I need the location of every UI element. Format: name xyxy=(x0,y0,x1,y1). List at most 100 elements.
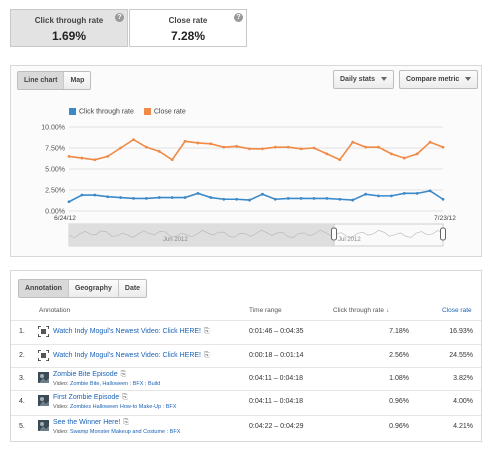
legend-item-close-rate[interactable]: Close rate xyxy=(143,108,186,115)
link-icon: ⎘ xyxy=(120,371,127,378)
series-point xyxy=(132,138,135,141)
series-point xyxy=(325,197,329,200)
video-link[interactable]: Zombie Bite, Halloween : BFX : Build xyxy=(70,381,161,387)
series-point xyxy=(428,140,432,144)
time-range: 0:04:11 – 0:04:18 xyxy=(249,375,303,382)
metric-value: 7.28% xyxy=(170,29,206,43)
annotation-title: Watch Indy Mogul's Newest Video: Click H… xyxy=(53,352,202,359)
series-point xyxy=(351,140,355,144)
video-thumbnail-icon xyxy=(38,372,49,383)
video-source: Video: Zombie Bite, Halloween : BFX : Bu… xyxy=(53,381,160,387)
annotation-link[interactable]: Watch Indy Mogul's Newest Video: Click H… xyxy=(53,328,210,336)
series-point xyxy=(377,145,380,149)
annotation-link[interactable]: See the Winner Here! ⎘ xyxy=(53,419,129,427)
series-point xyxy=(390,152,393,156)
y-tick-label: 2.50% xyxy=(45,188,65,195)
video-thumbnail-icon xyxy=(38,420,49,431)
annotation-link[interactable]: First Zombie Episode ⎘ xyxy=(53,394,128,402)
series-point xyxy=(402,191,406,195)
series-point xyxy=(364,192,368,196)
close-rate-value: 3.82% xyxy=(453,375,473,382)
column-header-close-rate[interactable]: Close rate xyxy=(442,307,472,314)
line-chart[interactable]: 10.00% 7.50% 5.00% 2.50% 0.00%6/24/12 7/23/12… xyxy=(11,66,481,256)
series-point xyxy=(144,197,148,200)
annotation-title: Zombie Bite Episode xyxy=(53,371,118,378)
ctr-value: 0.96% xyxy=(389,398,409,405)
metric-value: 1.69% xyxy=(51,29,87,43)
table-row[interactable]: 1. Watch Indy Mogul's Newest Video: Click… xyxy=(11,320,481,342)
close-rate-value: 4.21% xyxy=(453,423,473,430)
series-point xyxy=(273,145,277,149)
help-icon[interactable]: ? xyxy=(234,13,243,22)
legend-swatch xyxy=(69,108,76,115)
series-point xyxy=(144,145,148,149)
series-point xyxy=(93,158,97,162)
series-point xyxy=(80,156,84,160)
metric-card-click-through-rate[interactable]: Click through rate 1.69% ? xyxy=(10,9,128,47)
video-prefix: Video: xyxy=(53,429,71,435)
series-point xyxy=(377,194,380,198)
legend-item-ctr[interactable]: Click through rate xyxy=(69,108,134,115)
series-point xyxy=(312,197,316,200)
legend-label: Click through rate xyxy=(79,108,134,116)
series-point xyxy=(338,197,342,201)
x-end-label: 7/23/12 xyxy=(434,215,456,222)
series-point xyxy=(183,139,187,143)
tab-annotation[interactable]: Annotation xyxy=(19,280,69,297)
line-chart-button[interactable]: Line chart xyxy=(18,72,65,89)
map-button[interactable]: Map xyxy=(70,77,85,84)
metric-label: Close rate xyxy=(168,16,208,25)
series-point xyxy=(183,196,187,199)
column-header-annotation[interactable]: Annotation xyxy=(39,307,71,314)
close-rate-value: 24.55% xyxy=(449,352,473,359)
video-link[interactable]: Zombies Halloween How-to Make-Up : BFX xyxy=(70,404,177,410)
metric-card-close-rate[interactable]: Close rate 7.28% ? xyxy=(129,9,247,47)
annotation-title: Watch Indy Mogul's Newest Video: Click H… xyxy=(53,328,202,335)
help-icon[interactable]: ? xyxy=(115,13,124,22)
tab-geography[interactable]: Geography xyxy=(69,280,119,297)
series-point xyxy=(119,146,122,150)
video-prefix: Video: xyxy=(53,404,71,410)
ctr-value: 1.08% xyxy=(389,375,409,382)
series-point xyxy=(209,196,213,199)
column-header-time-range[interactable]: Time range xyxy=(249,307,282,314)
series-point xyxy=(415,152,419,156)
time-range: 0:01:46 – 0:04:35 xyxy=(249,328,304,335)
video-link[interactable]: Swamp Monster Makeup and Costume : BFX xyxy=(70,429,181,435)
chart-type-toggle: Line chart Map xyxy=(17,71,92,90)
series-point xyxy=(299,147,303,151)
daily-stats-dropdown[interactable]: Daily stats xyxy=(333,70,395,89)
row-index: 1. xyxy=(19,328,25,335)
series-point xyxy=(261,192,264,196)
series-point xyxy=(170,196,174,199)
table-row[interactable]: 5. See the Winner Here! ⎘ Video: Swamp Mons… xyxy=(11,415,481,437)
row-index: 4. xyxy=(19,398,25,405)
annotation-link[interactable]: Watch Indy Mogul's Newest Video: Click H… xyxy=(53,352,210,360)
series-point xyxy=(235,144,239,148)
table-row[interactable]: 2. Watch Indy Mogul's Newest Video: Click… xyxy=(11,344,481,366)
time-range: 0:04:11 – 0:04:18 xyxy=(249,398,303,405)
table-row[interactable]: 4. First Zombie Episode ⎘ Video: Zombies Ha… xyxy=(11,390,481,412)
series-point xyxy=(67,155,71,158)
series-point xyxy=(93,193,97,197)
note-annotation-icon xyxy=(38,326,49,337)
series-point xyxy=(80,193,84,197)
link-icon: ⎘ xyxy=(204,352,210,359)
timeline-month-label: Jun 2012 xyxy=(163,237,188,243)
series-point xyxy=(402,156,406,160)
table-row[interactable]: 3. Zombie Bite Episode ⎘ Video: Zombie Bite… xyxy=(11,367,481,389)
series-point xyxy=(312,146,316,150)
compare-metric-dropdown[interactable]: Compare metric xyxy=(399,70,479,89)
annotation-link[interactable]: Zombie Bite Episode ⎘ xyxy=(53,371,126,379)
x-start-label: 6/24/12 xyxy=(54,215,76,222)
column-header-click-through-rate[interactable]: Click through rate ↓ xyxy=(333,307,389,314)
annotation-title: See the Winner Here! xyxy=(53,419,121,426)
series-point xyxy=(119,196,122,199)
timeline-handle[interactable] xyxy=(440,227,446,241)
tab-date[interactable]: Date xyxy=(124,285,141,292)
header-label: Click through rate xyxy=(333,307,384,314)
chevron-down-icon xyxy=(381,77,388,82)
series-point xyxy=(209,142,213,146)
series-line-0 xyxy=(68,189,444,203)
timeline-handle[interactable] xyxy=(331,227,337,241)
